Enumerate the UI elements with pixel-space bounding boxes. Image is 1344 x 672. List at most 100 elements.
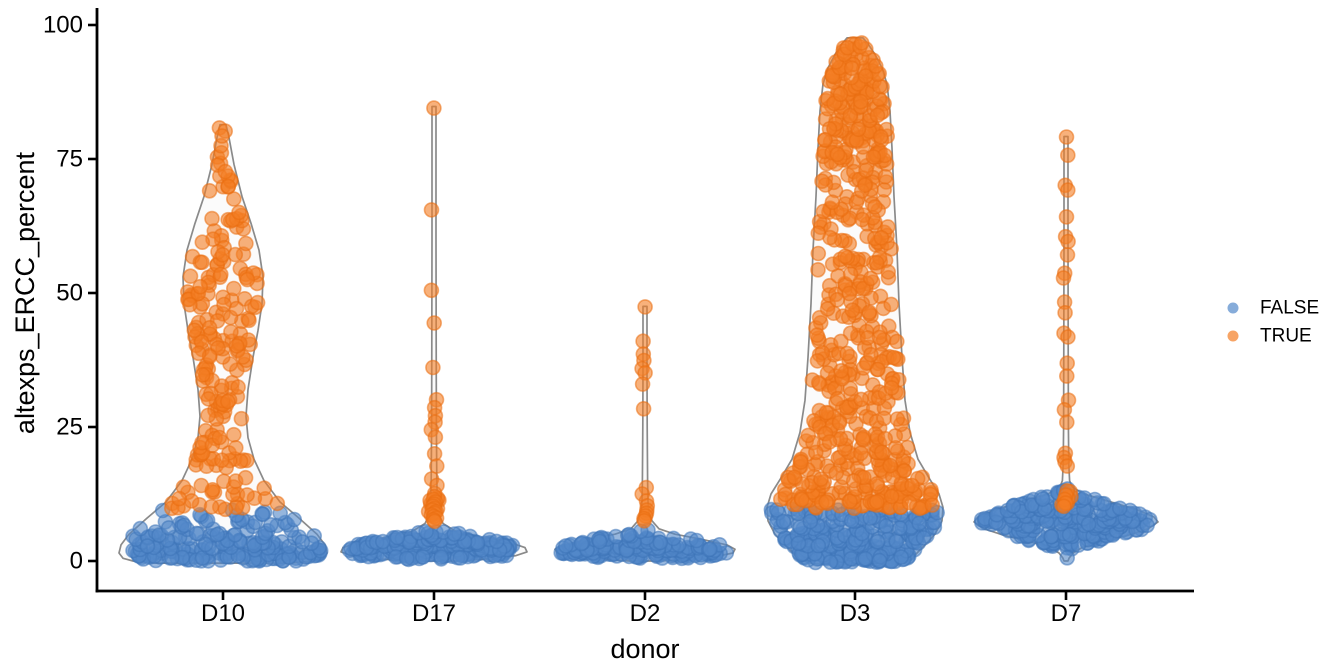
data-point-false — [254, 506, 271, 523]
data-point-true — [889, 411, 906, 427]
data-point-true — [845, 472, 862, 489]
data-point-true — [171, 490, 187, 507]
data-point-true — [880, 264, 897, 280]
data-point-true — [636, 512, 653, 529]
data-point-true — [1060, 182, 1076, 198]
data-point-true — [807, 444, 824, 461]
data-point-true — [226, 191, 242, 207]
data-point-false — [915, 530, 932, 546]
data-point-true — [1060, 147, 1076, 163]
data-point-true — [249, 294, 266, 311]
data-point-true — [777, 486, 794, 503]
data-point-false — [139, 538, 156, 554]
data-point-true — [427, 429, 444, 446]
data-point-true — [832, 86, 849, 102]
data-point-true — [203, 498, 220, 515]
data-point-false — [810, 537, 827, 554]
data-point-true — [426, 100, 442, 116]
data-point-false — [389, 529, 406, 546]
data-point-true — [842, 266, 859, 282]
data-point-true — [220, 178, 236, 195]
data-point-true — [883, 296, 900, 313]
data-point-true — [204, 210, 220, 227]
data-point-true — [201, 319, 218, 336]
data-point-true — [194, 234, 211, 250]
data-point-true — [810, 245, 827, 262]
data-point-true — [211, 429, 228, 446]
data-point-true — [828, 465, 845, 481]
data-point-true — [1059, 355, 1075, 372]
data-point-false — [433, 549, 450, 566]
data-point-true — [868, 493, 885, 510]
point-layer — [125, 35, 1158, 571]
data-point-true — [237, 469, 254, 486]
data-point-true — [193, 477, 210, 494]
data-point-false — [702, 541, 718, 558]
data-point-false — [488, 533, 505, 550]
data-point-true — [425, 359, 441, 376]
data-point-true — [818, 494, 834, 510]
data-point-true — [883, 488, 900, 505]
data-point-false — [557, 538, 574, 554]
data-point-true — [869, 107, 886, 124]
data-point-true — [231, 204, 247, 221]
data-point-true — [183, 493, 200, 509]
data-point-true — [428, 458, 445, 474]
data-point-false — [822, 554, 839, 570]
data-point-true — [862, 270, 879, 287]
data-point-true — [869, 475, 885, 492]
data-point-false — [862, 510, 879, 526]
data-point-true — [241, 312, 257, 329]
data-point-false — [132, 520, 149, 537]
data-point-true — [842, 493, 858, 510]
y-axis-title: altexps_ERCC_percent — [10, 151, 40, 434]
data-point-true — [877, 168, 894, 185]
data-point-true — [239, 487, 255, 503]
data-point-true — [186, 322, 203, 339]
data-point-false — [1005, 498, 1022, 514]
y-tick-label-0: 0 — [70, 548, 83, 575]
data-point-true — [228, 439, 244, 456]
data-point-false — [1059, 549, 1075, 566]
data-point-true — [883, 380, 900, 396]
data-point-true — [904, 477, 920, 494]
data-point-false — [446, 526, 463, 542]
data-point-false — [1080, 516, 1097, 532]
data-point-false — [888, 533, 905, 550]
data-point-true — [841, 285, 858, 302]
data-point-false — [209, 526, 225, 543]
y-tick-label-50: 50 — [56, 280, 83, 307]
data-point-true — [867, 58, 884, 74]
data-point-true — [861, 304, 878, 321]
data-point-true — [885, 349, 902, 366]
data-point-false — [1043, 528, 1059, 545]
data-point-true — [829, 390, 846, 407]
data-point-true — [238, 235, 254, 252]
data-point-true — [635, 400, 652, 417]
data-point-false — [1076, 490, 1093, 506]
y-tick-label-25: 25 — [56, 414, 83, 441]
x-tick-marks — [221, 591, 1068, 600]
data-point-true — [1056, 401, 1073, 418]
data-point-true — [842, 107, 859, 124]
data-point-true — [853, 445, 869, 462]
data-point-true — [233, 410, 250, 427]
data-point-true — [868, 254, 885, 271]
data-point-true — [839, 345, 855, 362]
data-point-true — [223, 323, 239, 340]
data-point-true — [888, 333, 905, 350]
data-point-true — [853, 35, 870, 51]
data-point-true — [817, 132, 833, 148]
data-point-true — [426, 513, 443, 530]
violin-layer — [118, 37, 1159, 565]
data-point-true — [182, 296, 198, 313]
data-point-false — [160, 520, 177, 536]
data-point-true — [216, 296, 232, 313]
data-point-false — [652, 534, 669, 551]
legend-label-false: FALSE — [1260, 298, 1319, 319]
data-point-true — [850, 121, 867, 137]
data-point-false — [573, 535, 590, 552]
data-point-true — [192, 278, 208, 295]
data-point-false — [857, 550, 874, 567]
